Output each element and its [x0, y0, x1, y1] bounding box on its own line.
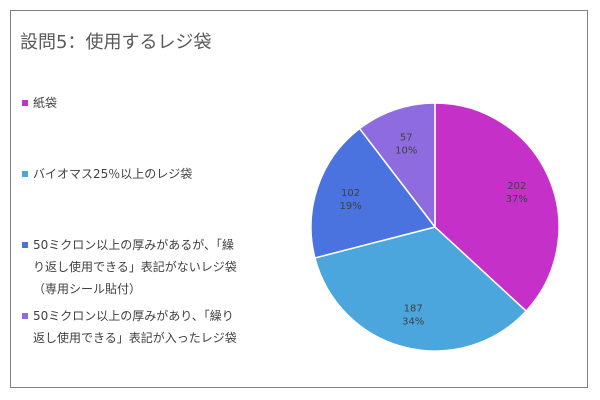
legend-label-thick-no-label-line3: （専用シール貼付） — [33, 282, 142, 296]
legend-item-thick-no-label: 50ミクロン以上の厚みがあるが、「繰 り返し使用できる」表記がないレジ袋 （専用… — [22, 234, 282, 300]
legend-label-thick-with-label-line2: 返し使用できる」表記が入ったレジ袋 — [33, 331, 237, 345]
legend-swatch-thick-with-label — [22, 313, 28, 319]
legend-swatch-thick-no-label — [22, 242, 28, 248]
legend-label-thick-no-label-line2: り返し使用できる」表記がないレジ袋 — [33, 260, 237, 274]
legend-label-thick-with-label-line1: 50ミクロン以上の厚みがあり、「繰り — [33, 309, 234, 323]
legend-swatch-paper-bag — [22, 100, 28, 106]
pie-slice-biomass — [314, 226, 528, 352]
data-label-percent-biomass: 34% — [402, 317, 424, 328]
data-label-percent-thick-no-label: 19% — [339, 201, 361, 212]
data-label-value-biomass: 187 — [404, 304, 423, 315]
legend-item-thick-with-label: 50ミクロン以上の厚みがあり、「繰り 返し使用できる」表記が入ったレジ袋 — [22, 305, 282, 349]
legend-label-thick-no-label-line1: 50ミクロン以上の厚みがあるが、「繰 — [33, 238, 235, 252]
pie-slice-paper-bag — [434, 102, 560, 313]
legend-label-biomass: バイオマス25％以上のレジ袋 — [33, 167, 193, 181]
legend-item-biomass: バイオマス25％以上のレジ袋 — [22, 163, 282, 185]
legend-item-paper-bag: 紙袋 — [22, 92, 282, 114]
legend-swatch-biomass — [22, 171, 28, 177]
data-label-value-thick-no-label: 102 — [341, 188, 360, 199]
pie-slice-thick-with-label — [358, 102, 436, 230]
chart-title: 設問5：使用するレジ袋 — [20, 32, 212, 53]
legend-label-paper-bag: 紙袋 — [33, 96, 58, 110]
data-label-percent-thick-with-label: 10% — [395, 145, 417, 156]
data-label-value-paper-bag: 202 — [507, 181, 526, 192]
data-label-percent-paper-bag: 37% — [506, 194, 528, 205]
data-label-value-thick-with-label: 57 — [400, 132, 413, 143]
pie-slice-thick-no-label — [310, 127, 437, 259]
